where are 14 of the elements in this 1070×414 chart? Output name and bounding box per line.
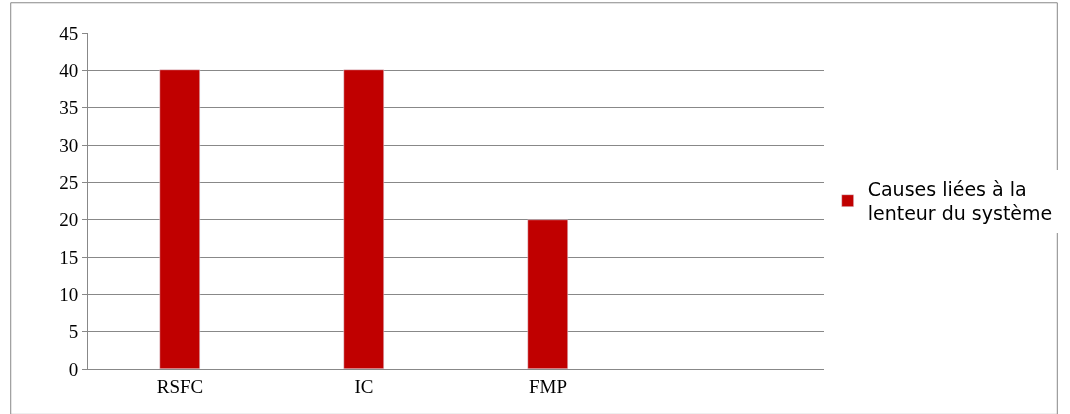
y-tick-label: 0 xyxy=(68,358,79,380)
y-tick-label: 10 xyxy=(59,283,79,305)
x-tick-label: IC xyxy=(354,375,374,397)
y-tick-label: 40 xyxy=(59,59,79,81)
y-tick-label: 5 xyxy=(68,321,79,343)
x-tick-label: RSFC xyxy=(156,375,204,397)
y-tick-label: 30 xyxy=(59,134,79,156)
y-tick-label: 15 xyxy=(59,246,79,268)
legend-label: Causes liées à la lenteur du système xyxy=(867,177,1053,225)
y-tick-label: 25 xyxy=(59,171,79,193)
x-tick-label: FMP xyxy=(528,375,568,397)
y-tick-label: 45 xyxy=(59,22,79,44)
y-tick-label: 20 xyxy=(59,209,79,231)
y-tick-label: 35 xyxy=(59,97,79,119)
